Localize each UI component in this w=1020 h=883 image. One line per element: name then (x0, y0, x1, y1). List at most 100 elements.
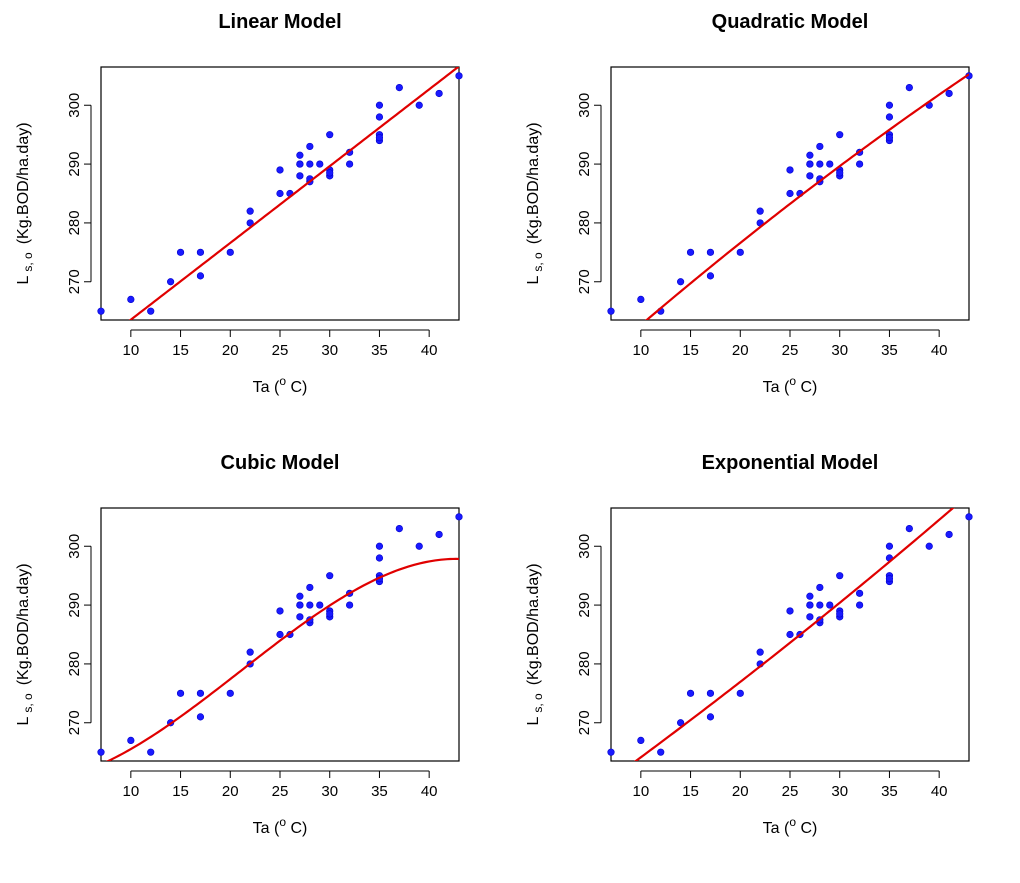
y-tick-label: 290 (66, 593, 83, 618)
x-tick-label: 40 (931, 342, 948, 359)
x-tick-label: 10 (632, 783, 649, 800)
x-tick-label: 35 (881, 342, 898, 359)
data-point (905, 524, 913, 533)
data-point (856, 160, 864, 168)
data-point (375, 542, 384, 550)
x-axis-label-unit: C) (796, 379, 817, 396)
x-axis-label-main: Ta ( (253, 379, 280, 396)
data-point (686, 248, 695, 256)
y-tick-label: 300 (576, 534, 593, 559)
chart-svg: Exponential Model 10 15 20 25 30 35 40 270 280 290… (525, 452, 973, 837)
data-point (226, 248, 234, 256)
data-point (306, 142, 314, 151)
data-point (945, 89, 953, 98)
x-axis-label: Ta (o C) (763, 815, 818, 837)
x-tick-label: 35 (881, 783, 898, 800)
x-tick-label: 20 (732, 783, 749, 800)
data-point (756, 207, 764, 215)
chart-title: Quadratic Model (712, 11, 869, 33)
data-point (316, 160, 324, 168)
y-axis-label-main: L (15, 717, 32, 726)
chart-svg: Cubic Model 10 15 20 25 30 35 40 270 280 290 300 Ta … (15, 452, 463, 837)
y-tick-label: 300 (66, 534, 83, 559)
data-point (296, 613, 304, 621)
data-point (435, 530, 443, 539)
y-tick-label: 290 (576, 152, 593, 177)
data-point (276, 607, 284, 615)
data-point (326, 131, 334, 139)
data-point (786, 630, 794, 639)
linear-model-panel: Linear Model 10 15 20 25 30 35 40 270 280 290 300 Ta… (0, 0, 510, 441)
data-point (196, 713, 205, 721)
y-tick-label: 270 (66, 710, 83, 735)
data-point (836, 131, 844, 139)
y-tick-label: 270 (576, 269, 593, 294)
data-point (826, 160, 834, 168)
data-point (395, 83, 403, 92)
data-point (965, 513, 973, 521)
data-point (296, 172, 304, 180)
data-point (435, 89, 443, 98)
data-points (97, 513, 463, 756)
data-point (706, 713, 715, 721)
y-axis-label-subscript: s, o (21, 252, 35, 272)
data-point (127, 295, 135, 304)
y-axis-label-unit: (Kg.BOD/ha.day) (525, 122, 542, 244)
fit-line (633, 508, 955, 761)
data-point (706, 689, 715, 697)
data-point (346, 601, 354, 609)
data-point (806, 160, 814, 168)
x-tick-label: 25 (272, 342, 289, 359)
y-tick-label: 280 (576, 651, 593, 676)
data-point (677, 719, 685, 727)
data-point (686, 689, 695, 697)
x-tick-label: 30 (831, 342, 848, 359)
x-axis-label-superscript: o (279, 374, 286, 388)
x-axis-label-unit: C) (796, 820, 817, 837)
y-axis-label-unit: (Kg.BOD/ha.day) (15, 563, 32, 685)
data-points (607, 513, 973, 756)
data-point (296, 592, 304, 600)
data-point (375, 134, 384, 142)
data-point (736, 689, 744, 697)
data-point (885, 113, 894, 121)
data-point (836, 169, 844, 177)
data-point (885, 101, 894, 109)
data-point (816, 601, 824, 609)
data-point (196, 689, 205, 697)
data-point (856, 589, 864, 597)
fit-line (105, 557, 459, 761)
data-point (316, 601, 324, 609)
data-point (836, 572, 844, 580)
data-point (306, 601, 314, 609)
y-tick-label: 280 (576, 210, 593, 235)
y-axis-label: Ls, o (Kg.BOD/ha.day) (525, 122, 545, 284)
y-tick-label: 270 (576, 710, 593, 735)
data-point (945, 530, 953, 539)
y-axis-label: Ls, o (Kg.BOD/ha.day) (15, 122, 35, 284)
y-axis-label-subscript: s, o (531, 252, 545, 272)
data-point (786, 607, 794, 615)
data-point (326, 572, 334, 580)
x-axis-label-main: Ta ( (763, 820, 790, 837)
x-tick-label: 25 (782, 342, 799, 359)
x-axis-label: Ta (o C) (763, 374, 818, 396)
data-point (346, 160, 354, 168)
data-point (756, 648, 764, 656)
data-point (736, 248, 744, 256)
data-point (455, 513, 463, 521)
fit-line (645, 73, 969, 320)
x-tick-label: 10 (122, 342, 139, 359)
data-point (326, 610, 334, 618)
data-point (246, 207, 254, 215)
data-point (786, 166, 794, 174)
data-point (97, 748, 105, 756)
data-point (167, 278, 175, 286)
data-point (706, 272, 715, 280)
data-points (97, 72, 463, 315)
data-point (806, 601, 814, 609)
data-point (455, 72, 463, 80)
data-point (326, 169, 334, 177)
data-point (395, 524, 403, 533)
data-point (706, 248, 715, 256)
